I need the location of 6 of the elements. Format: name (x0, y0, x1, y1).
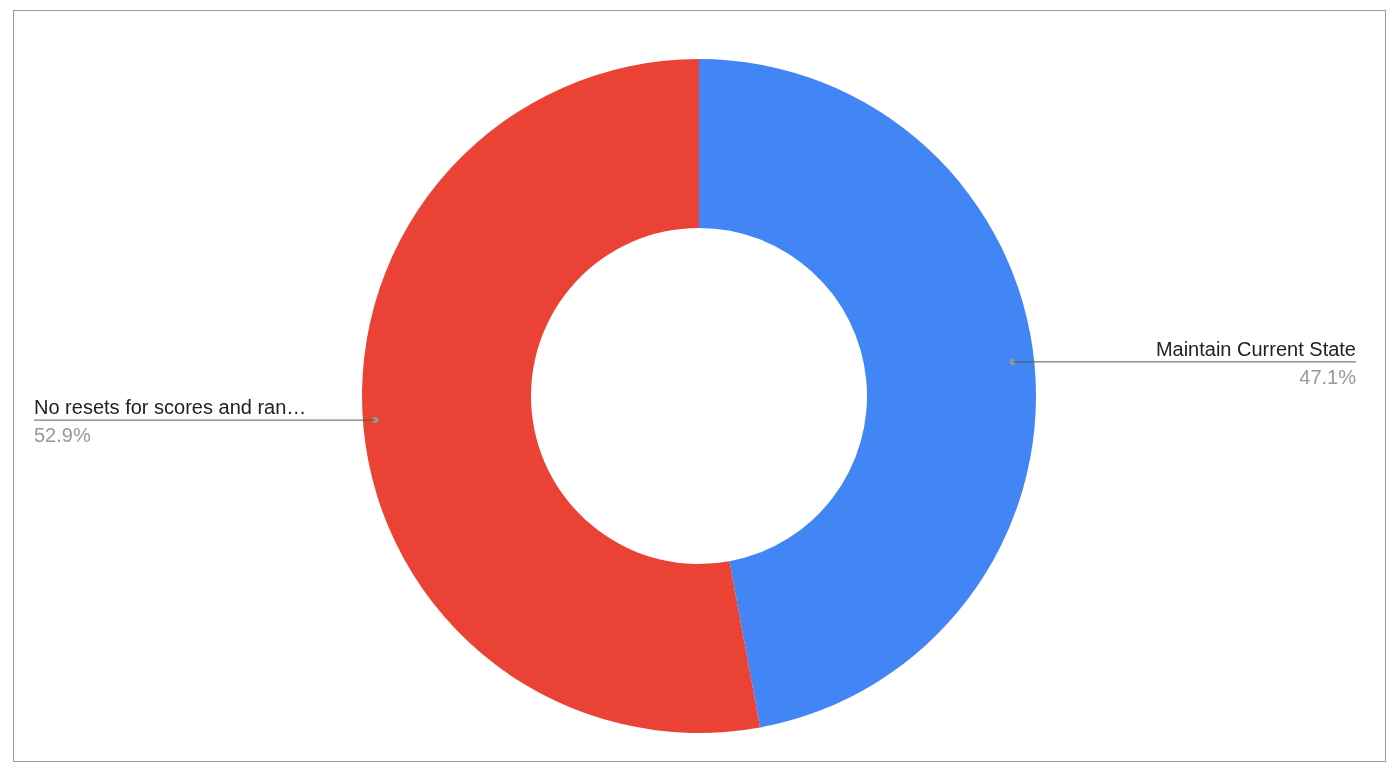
data-label: 52.9% (34, 424, 91, 447)
donut-slice (699, 59, 1036, 728)
slice-label: No resets for scores and ran… (34, 396, 307, 419)
data-label: 47.1% (1299, 365, 1357, 388)
donut-slice (362, 59, 761, 733)
slice-label: Maintain Current State (1155, 337, 1356, 360)
